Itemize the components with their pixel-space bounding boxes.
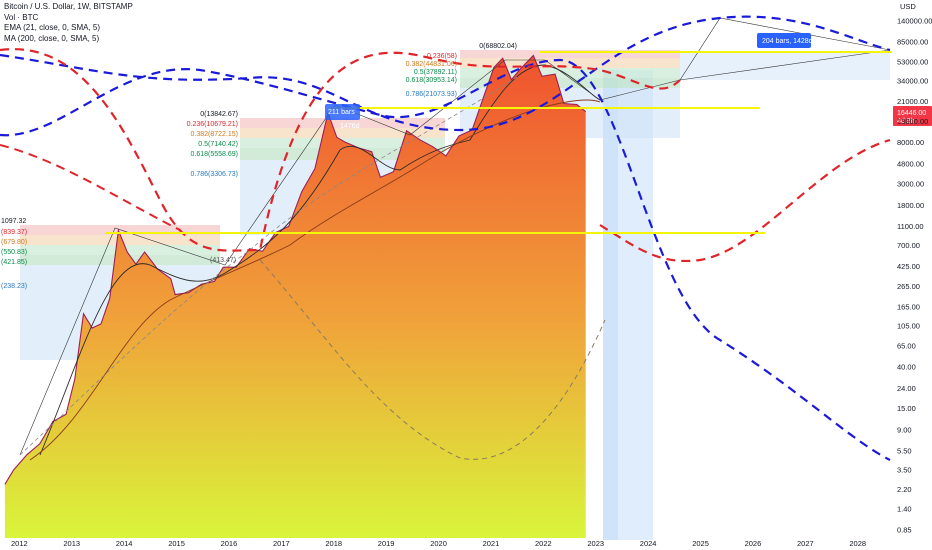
time-axis[interactable] bbox=[0, 538, 893, 550]
fib-label: 0.618(30953.14) bbox=[406, 77, 457, 84]
bars-count-label: 204 bars, 1428d bbox=[762, 38, 813, 45]
fib-label: (839.37) bbox=[1, 229, 27, 236]
price-tick-label: 34000.00 bbox=[897, 77, 928, 86]
price-tick-label: 15.00 bbox=[897, 404, 916, 413]
price-tick-label: 1100.00 bbox=[897, 222, 924, 231]
time-tick-label: 2022 bbox=[535, 539, 552, 548]
price-tick-label: 2.20 bbox=[897, 485, 912, 494]
projection-band-light bbox=[618, 70, 653, 540]
days-count-label: 1476d bbox=[340, 123, 360, 130]
wave-blue-upper bbox=[0, 15, 891, 132]
fib-label: 0.236(10679.21) bbox=[187, 121, 238, 128]
price-tick-label: 85000.00 bbox=[897, 38, 928, 47]
price-tick-label: 9.00 bbox=[897, 426, 912, 435]
bars-count-box-2025[interactable]: 204 bars, 1428d bbox=[757, 33, 813, 48]
bar-countdown: 4d 9h bbox=[897, 118, 915, 125]
cycle-lines bbox=[19, 17, 891, 456]
wave-blue-lower bbox=[0, 58, 891, 461]
time-tick-label: 2012 bbox=[11, 539, 28, 548]
price-tick-label: 65.00 bbox=[897, 342, 916, 351]
legend-title: Bitcoin / U.S. Dollar, 1W, BITSTAMP bbox=[4, 2, 133, 11]
fib-label: 0.5(7140.42) bbox=[198, 141, 238, 148]
price-tick-label: 5.50 bbox=[897, 446, 912, 455]
price-tick-label: 53000.00 bbox=[897, 58, 928, 67]
price-axis-ticks: 140000.00 85000.00 53000.00 34000.00 21000.0… bbox=[897, 17, 932, 535]
price-axis-unit: USD bbox=[900, 2, 916, 11]
bars-count-label: 211 bars bbox=[328, 109, 355, 116]
time-tick-label: 2026 bbox=[745, 539, 762, 548]
time-tick-label: 2027 bbox=[797, 539, 814, 548]
fib-labels-2013: 1097.32 (839.37) (679.80) (550.83) (421.… bbox=[1, 218, 27, 290]
time-tick-label: 2017 bbox=[273, 539, 290, 548]
price-area bbox=[4, 55, 586, 538]
time-tick-label: 2015 bbox=[168, 539, 185, 548]
price-tick-label: 165.00 bbox=[897, 302, 920, 311]
ema-21-line bbox=[39, 64, 601, 456]
wave-red-lower bbox=[599, 138, 891, 262]
price-tick-label: 265.00 bbox=[897, 282, 920, 291]
time-tick-label: 2028 bbox=[849, 539, 866, 548]
price-tick-label: 700.00 bbox=[897, 241, 920, 250]
fib-label: 0(13842.67) bbox=[200, 111, 238, 118]
time-tick-label: 2020 bbox=[430, 539, 447, 548]
fib-label: (421.85) bbox=[1, 259, 27, 266]
time-tick-label: 2018 bbox=[325, 539, 342, 548]
time-axis-ticks: 2012 2013 2014 2015 2016 2017 2018 2019 2020 2021… bbox=[11, 539, 866, 548]
price-line[interactable] bbox=[4, 54, 587, 485]
price-tick-label: 3000.00 bbox=[897, 179, 924, 188]
fib-label: 0.786(21073.93) bbox=[406, 91, 457, 98]
fib-label: 1097.32 bbox=[1, 218, 26, 225]
legend-ma: MA (200, close, 0, SMA, 5) bbox=[4, 33, 100, 43]
yellow-levels bbox=[105, 51, 892, 234]
wave-red-upper bbox=[0, 48, 681, 252]
time-tick-label: 2014 bbox=[116, 539, 133, 548]
cycle-dashed-olive bbox=[259, 259, 606, 460]
fib-labels-2017: 0(13842.67) 0.236(10679.21) 0.382(8722.1… bbox=[187, 111, 238, 178]
time-tick-label: 2025 bbox=[692, 539, 709, 548]
fib-label: (679.80) bbox=[1, 239, 27, 246]
price-tick-label: 13000.00 bbox=[897, 117, 928, 126]
time-tick-label: 2021 bbox=[483, 539, 500, 548]
time-tick-label: 2016 bbox=[221, 539, 238, 548]
bars-count-box-2017[interactable]: 211 bars bbox=[325, 104, 360, 120]
price-tick-label: 1.40 bbox=[897, 504, 912, 513]
price-tick-label: 8000.00 bbox=[897, 138, 924, 147]
price-tick-label: 140000.00 bbox=[897, 17, 932, 26]
fib-label: 0.236(58) bbox=[427, 53, 457, 60]
wave-red-left bbox=[0, 144, 181, 231]
time-tick-label: 2023 bbox=[587, 539, 604, 548]
time-tick-label: 2024 bbox=[640, 539, 657, 548]
price-tick-label: 425.00 bbox=[897, 262, 920, 271]
fib-label: 0.5(37892.11) bbox=[414, 69, 457, 76]
chart-legend: Bitcoin / U.S. Dollar, 1W, BITSTAMP Vol … bbox=[4, 2, 133, 44]
legend-ema: EMA (21, close, 0, SMA, 5) bbox=[4, 23, 101, 32]
last-price-badge[interactable]: 16446.00 4d 9h bbox=[893, 106, 932, 126]
projection-band-dark bbox=[603, 70, 618, 540]
fib-label-small: (413.47) bbox=[210, 257, 236, 264]
fib-label: 0.786(3306.73) bbox=[191, 171, 238, 178]
price-tick-label: 24.00 bbox=[897, 384, 916, 393]
time-tick-label: 2013 bbox=[63, 539, 80, 548]
fib-labels-2021: 0(68802.04) 0.236(58) 0.382(44831.06) 0.… bbox=[406, 43, 517, 98]
fib-label: (550.83) bbox=[1, 249, 27, 256]
price-tick-label: 21000.00 bbox=[897, 97, 928, 106]
price-tick-label: 4800.00 bbox=[897, 159, 924, 168]
price-tick-label: 40.00 bbox=[897, 362, 916, 371]
time-tick-label: 2019 bbox=[378, 539, 395, 548]
fib-label: 0.382(8722.15) bbox=[191, 131, 238, 138]
legend-volume: Vol · BTC bbox=[4, 12, 39, 22]
fib-label: 0.382(44831.06) bbox=[406, 61, 457, 68]
price-axis[interactable] bbox=[893, 0, 932, 540]
fib-label: 0.618(5558.69) bbox=[191, 151, 238, 158]
fib-label: 0(68802.04) bbox=[479, 43, 517, 50]
price-tick-label: 0.85 bbox=[897, 526, 912, 535]
last-price-value: 16446.00 bbox=[897, 110, 926, 117]
price-tick-label: 3.50 bbox=[897, 466, 912, 475]
fib-label: (238.23) bbox=[1, 283, 27, 290]
price-tick-label: 105.00 bbox=[897, 321, 920, 330]
price-tick-label: 1800.00 bbox=[897, 201, 924, 210]
